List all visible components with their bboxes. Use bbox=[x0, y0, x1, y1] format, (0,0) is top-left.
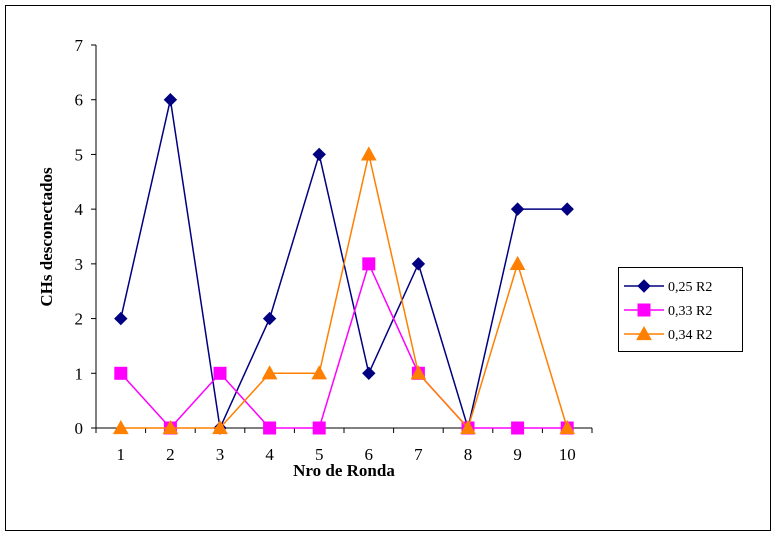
data-point bbox=[114, 311, 128, 326]
x-tick-label: 4 bbox=[265, 445, 274, 464]
legend-entry: 0,25 R2 bbox=[624, 279, 712, 295]
data-point bbox=[312, 147, 326, 162]
y-tick-label: 3 bbox=[75, 255, 84, 274]
legend-marker bbox=[637, 279, 651, 293]
data-point bbox=[112, 419, 129, 435]
data-point bbox=[362, 257, 376, 271]
x-tick-label: 7 bbox=[414, 445, 423, 464]
data-point bbox=[213, 366, 227, 380]
x-tick-label: 6 bbox=[365, 445, 374, 464]
data-point bbox=[509, 255, 526, 270]
data-point bbox=[212, 419, 228, 435]
x-tick-label: 3 bbox=[216, 445, 225, 464]
legend-label: 0,33 R2 bbox=[668, 304, 712, 319]
data-point bbox=[263, 421, 277, 435]
y-tick-label: 7 bbox=[75, 36, 84, 55]
x-tick-label: 8 bbox=[464, 445, 473, 464]
legend-entry: 0,34 R2 bbox=[624, 325, 712, 343]
y-tick-label: 5 bbox=[75, 145, 84, 164]
series-line bbox=[120, 261, 568, 430]
series-layer bbox=[112, 93, 576, 435]
data-point bbox=[411, 257, 426, 271]
data-point bbox=[559, 419, 576, 435]
legend-label: 0,34 R2 bbox=[668, 328, 712, 343]
data-point bbox=[162, 419, 179, 435]
data-point bbox=[560, 202, 574, 216]
x-tick-label: 5 bbox=[315, 445, 324, 464]
data-point bbox=[114, 366, 128, 380]
x-tick-label: 9 bbox=[513, 445, 522, 464]
series-line bbox=[120, 154, 568, 430]
legend: 0,25 R2 0,33 R2 0,34 R2 bbox=[618, 267, 743, 352]
y-axis-title: CHs desconectados bbox=[37, 167, 56, 307]
x-tick-label: 1 bbox=[117, 445, 126, 464]
legend-entry: 0,33 R2 bbox=[624, 303, 712, 319]
x-axis-title: Nro de Ronda bbox=[293, 461, 395, 480]
series-3 bbox=[112, 146, 576, 435]
data-point bbox=[410, 365, 427, 380]
y-tick-label: 2 bbox=[75, 310, 84, 329]
x-tick-label: 2 bbox=[166, 445, 175, 464]
y-tick-label: 0 bbox=[75, 419, 84, 438]
y-tick-label: 1 bbox=[75, 364, 84, 383]
data-point bbox=[311, 365, 328, 380]
data-point bbox=[362, 366, 376, 380]
y-tick-label: 4 bbox=[75, 200, 84, 219]
data-point bbox=[262, 311, 277, 326]
legend-label: 0,25 R2 bbox=[668, 280, 712, 295]
data-point bbox=[312, 421, 326, 435]
series-2 bbox=[114, 257, 574, 435]
legend-marker bbox=[637, 303, 651, 317]
data-point bbox=[360, 146, 377, 161]
x-tick-label: 10 bbox=[559, 445, 576, 464]
data-point bbox=[261, 365, 278, 380]
data-point bbox=[163, 93, 178, 107]
legend-marker bbox=[636, 325, 652, 341]
data-point bbox=[460, 419, 476, 435]
y-tick-label: 6 bbox=[75, 91, 84, 110]
data-point bbox=[510, 202, 525, 216]
data-point bbox=[511, 421, 525, 435]
